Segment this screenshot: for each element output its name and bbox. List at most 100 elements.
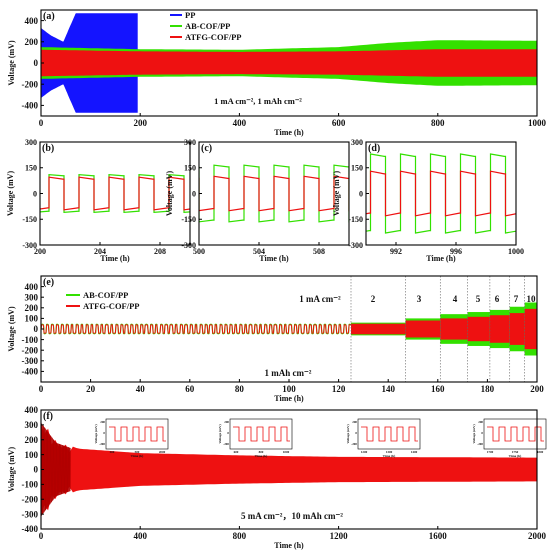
series-ATFG-rate-4: [440, 318, 468, 340]
x-tick-label: 40: [136, 384, 146, 394]
inset-wave: [487, 426, 544, 442]
y-tick-label: -300: [22, 356, 39, 366]
legend-label-AB: AB-COF/PP: [83, 290, 128, 300]
x-axis-label: Time (h): [274, 541, 304, 550]
inset-y-tick-label: 200: [352, 420, 357, 424]
inset-frame: [229, 418, 293, 450]
annotation: 1 mAh cm⁻²: [265, 368, 312, 378]
x-tick-label: 508: [313, 247, 325, 256]
y-tick-label: -150: [22, 215, 37, 224]
y-tick-label: -200: [22, 79, 39, 89]
inset-y-axis-label: Voltage (mV): [218, 424, 222, 443]
annotation: 5 mA cm⁻²，10 mAh cm⁻²: [241, 511, 343, 521]
panel-3: 992 996 1000 -300 -150 0 150 300 Time (h) Voltage…: [332, 138, 524, 263]
y-axis-label: Voltage (mV): [7, 40, 16, 86]
x-tick-label: 996: [450, 247, 462, 256]
y-tick-label: 150: [351, 164, 363, 173]
series-ATFG-rate-10: [524, 308, 537, 350]
x-tick-label: 120: [332, 384, 346, 394]
inset-y-tick-label: -200: [351, 442, 357, 446]
inset-x-tick-label: 2000: [159, 450, 166, 454]
plot-area: [40, 173, 190, 214]
panel-label: (f): [43, 411, 53, 422]
y-tick-label: -400: [22, 101, 39, 111]
inset-x-tick-label: 800: [259, 450, 264, 454]
x-tick-label: 200: [530, 384, 544, 394]
y-tick-label: 0: [34, 465, 39, 475]
series-AB-wave: [40, 173, 190, 214]
y-tick-label: -300: [22, 509, 39, 519]
series-ATFG-envelope: [41, 49, 537, 77]
y-tick-label: 0: [34, 324, 39, 334]
inset-y-tick-label: -200: [477, 442, 483, 446]
rate-label: 4: [453, 294, 458, 304]
x-tick-label: 500: [193, 247, 205, 256]
legend-label-AB: AB-COF/PP: [185, 21, 230, 31]
x-tick-label: 60: [185, 384, 195, 394]
panel-label: (c): [201, 143, 212, 154]
inset-x-axis-label: Time (h): [131, 454, 143, 458]
plot-area: [41, 422, 537, 517]
y-tick-label: 150: [25, 164, 37, 173]
rate-label: 5: [476, 294, 481, 304]
inset-2: 600 800 1000 -200 0 200 Time (h) Voltage (mV): [218, 418, 293, 458]
series-ATFG-rate-7: [509, 313, 525, 345]
panel-1: 200 204 208 -300 -150 0 150 300 Time (h) Voltage …: [6, 138, 191, 263]
y-tick-label: -100: [22, 335, 39, 345]
inset-frame: [105, 418, 169, 450]
x-tick-label: 100: [282, 384, 296, 394]
inset-1: 200 500 2000 -200 0 200 Time (h) Voltage (mV): [94, 418, 169, 458]
series-ATFG-cycling: [41, 324, 352, 334]
y-tick-label: -400: [22, 367, 39, 377]
plot-area: [366, 153, 516, 234]
x-tick-label: 2000: [528, 531, 547, 541]
rate-label: 10: [527, 294, 537, 304]
y-tick-label: 300: [25, 292, 39, 302]
x-axis-label: Time (h): [100, 254, 130, 263]
x-tick-label: 200: [133, 118, 147, 128]
inset-y-tick-label: 200: [100, 420, 105, 424]
y-tick-label: -300: [348, 241, 363, 250]
inset-y-tick-label: 0: [103, 431, 105, 435]
y-tick-label: 200: [25, 435, 39, 445]
plot-area: [199, 164, 349, 223]
y-tick-label: 0: [33, 189, 37, 198]
y-axis-label: Voltage (mV): [332, 171, 341, 217]
y-tick-label: 300: [25, 420, 39, 430]
series-AB-wave: [366, 153, 516, 234]
annotation: 1 mA cm⁻², 1 mAh cm⁻²: [214, 96, 302, 106]
y-tick-label: 150: [184, 164, 196, 173]
series-ATFG-wave: [199, 175, 349, 212]
inset-x-tick-label: 1300: [386, 450, 393, 454]
x-tick-label: 160: [431, 384, 445, 394]
y-tick-label: 300: [25, 138, 37, 147]
x-tick-label: 20: [86, 384, 96, 394]
panel-label: (b): [42, 143, 54, 154]
x-tick-label: 600: [332, 118, 346, 128]
y-tick-label: 400: [25, 282, 39, 292]
x-axis-label: Time (h): [274, 394, 304, 403]
x-tick-label: 1200: [330, 531, 349, 541]
y-tick-label: -150: [181, 215, 196, 224]
inset-y-tick-label: 0: [355, 431, 357, 435]
series-ATFG-envelope: [41, 425, 537, 514]
panel-label: (a): [43, 11, 55, 22]
y-axis-label: Voltage (mV): [7, 447, 16, 493]
x-tick-label: 992: [390, 247, 402, 256]
y-tick-label: 100: [25, 314, 39, 324]
inset-x-tick-label: 600: [234, 450, 239, 454]
legend-label-PP: PP: [185, 10, 195, 20]
y-tick-label: -400: [22, 524, 39, 534]
inset-frame: [357, 418, 421, 450]
y-tick-label: 0: [359, 189, 363, 198]
x-tick-label: 0: [39, 118, 44, 128]
y-tick-label: -100: [22, 480, 39, 490]
inset-frame: [483, 418, 547, 450]
x-tick-label: 400: [233, 118, 247, 128]
x-tick-label: 800: [233, 531, 247, 541]
y-tick-label: -300: [22, 241, 37, 250]
x-tick-label: 504: [253, 247, 265, 256]
series-ATFG-rate-5: [467, 316, 490, 342]
y-axis-label: Voltage (mV): [165, 171, 174, 217]
